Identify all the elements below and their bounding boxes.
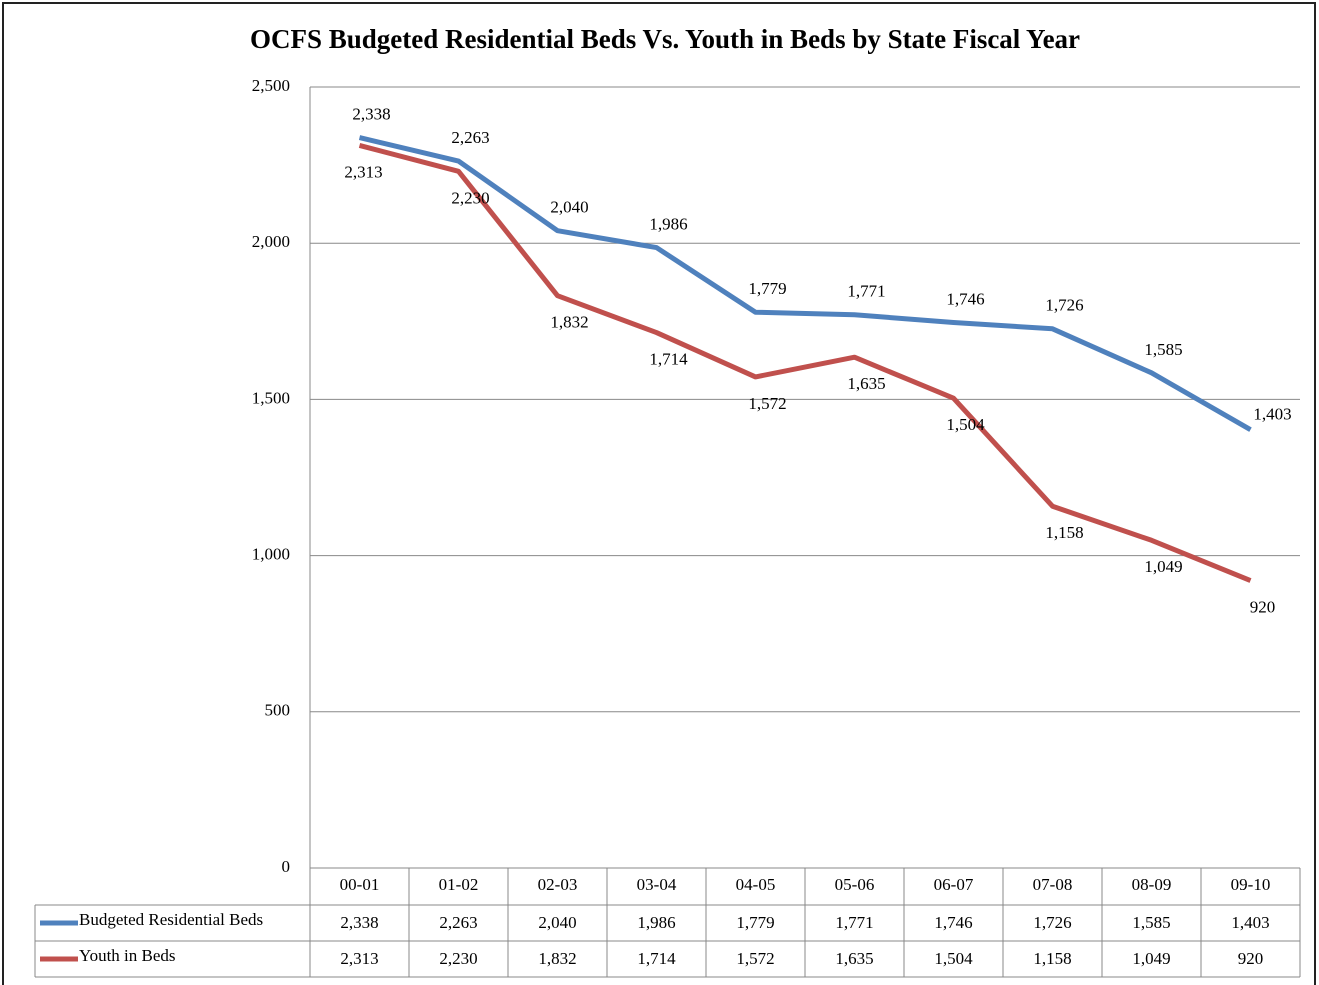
table-cell: 1,746 [934,913,972,932]
table-cell: 2,313 [340,949,378,968]
series-line [358,135,1252,432]
data-label: 2,230 [451,188,489,207]
y-tick-label: 1,500 [252,388,290,407]
data-label: 1,504 [946,415,985,434]
x-tick-label: 00-01 [340,875,380,894]
data-label: 1,746 [946,289,984,308]
table-cell: 1,158 [1033,949,1071,968]
data-label: 1,572 [748,394,786,413]
chart-title: OCFS Budgeted Residential Beds Vs. Youth… [250,24,1080,54]
table-cell: 2,040 [538,913,576,932]
data-label: 1,832 [550,313,588,332]
table-cell: 1,635 [835,949,873,968]
table-cell: 1,986 [637,913,675,932]
data-label: 2,313 [344,162,382,181]
legend-label: Youth in Beds [79,946,176,965]
table-cell: 1,832 [538,949,576,968]
table-cell: 1,403 [1231,913,1269,932]
data-label: 1,986 [649,214,687,233]
y-tick-label: 1,000 [252,545,290,564]
data-label: 1,049 [1144,557,1182,576]
table-cell: 2,230 [439,949,477,968]
legend-label: Budgeted Residential Beds [79,910,263,929]
data-label: 2,338 [352,105,390,124]
data-label: 1,158 [1045,523,1083,542]
table-cell: 1,585 [1132,913,1170,932]
data-label: 920 [1250,597,1276,616]
x-tick-label: 07-08 [1033,875,1073,894]
series-line [358,143,1252,583]
data-label: 1,635 [847,374,885,393]
x-tick-label: 03-04 [637,875,677,894]
data-label: 2,263 [451,128,489,147]
data-label: 1,726 [1045,296,1083,315]
table-cell: 2,338 [340,913,378,932]
table-cell: 1,726 [1033,913,1071,932]
table-cell: 1,504 [934,949,973,968]
x-tick-label: 08-09 [1132,875,1172,894]
data-label: 1,779 [748,279,786,298]
table-cell: 1,572 [736,949,774,968]
table-cell: 1,771 [835,913,873,932]
data-label: 2,040 [550,198,588,217]
x-tick-label: 04-05 [736,875,776,894]
x-tick-label: 02-03 [538,875,578,894]
y-tick-label: 0 [282,857,291,876]
table-cell: 1,049 [1132,949,1170,968]
data-label: 1,771 [847,282,885,301]
table-cell: 2,263 [439,913,477,932]
y-tick-label: 2,000 [252,232,290,251]
table-cell: 1,714 [637,949,676,968]
data-label: 1,714 [649,349,688,368]
x-tick-label: 09-10 [1231,875,1271,894]
table-cell: 920 [1238,949,1264,968]
y-tick-label: 2,500 [252,76,290,95]
data-label: 1,403 [1253,405,1291,424]
x-tick-label: 01-02 [439,875,479,894]
table-cell: 1,779 [736,913,774,932]
y-tick-label: 500 [265,701,291,720]
x-tick-label: 06-07 [934,875,974,894]
x-tick-label: 05-06 [835,875,875,894]
data-label: 1,585 [1144,340,1182,359]
